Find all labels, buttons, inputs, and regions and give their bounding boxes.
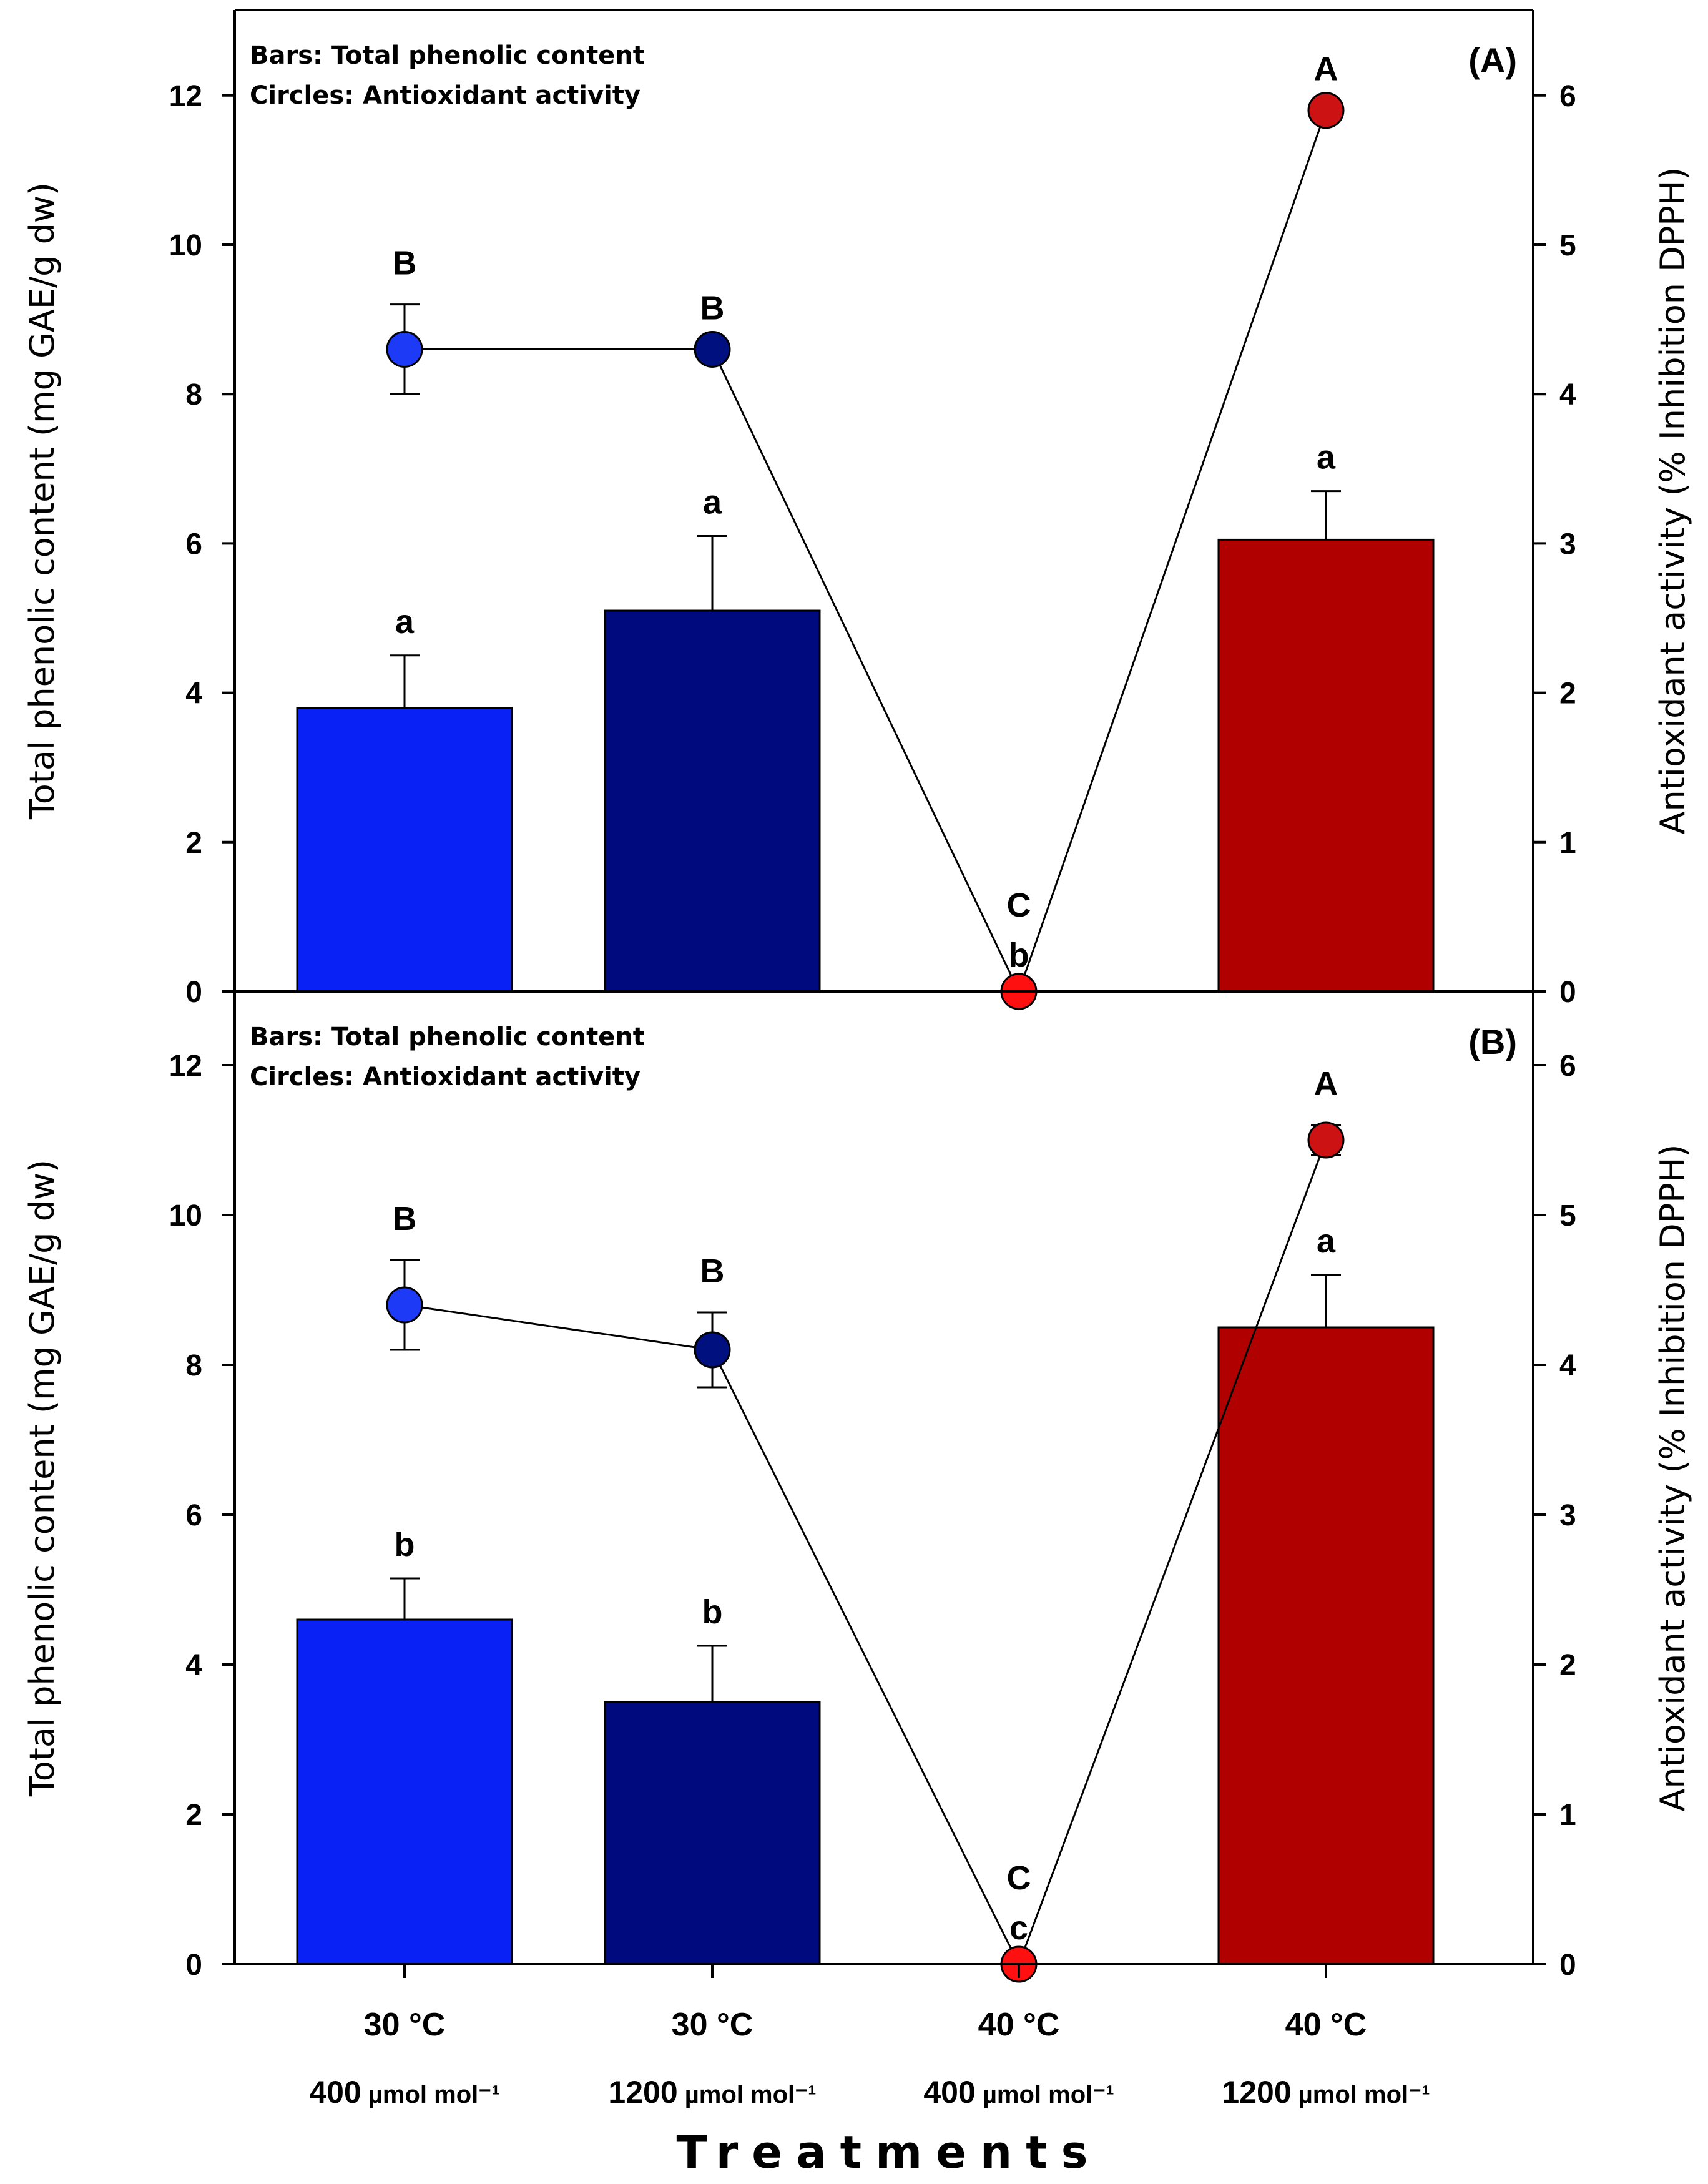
x-tick-co2-1: 1200 µmol mol⁻¹	[608, 2075, 816, 2110]
x-tick-co2-value-2: 400	[923, 2075, 975, 2110]
bar-letter-1: a	[703, 483, 722, 521]
note-bars: Bars: Total phenolic content	[250, 41, 645, 70]
antioxidant-point-3	[1307, 92, 1345, 129]
right-tick-label-5: 5	[1559, 1199, 1576, 1232]
left-tick-label-2: 4	[185, 1649, 202, 1682]
x-tick-co2-value-1: 1200	[608, 2075, 677, 2110]
antioxidant-point-3	[1307, 1121, 1345, 1159]
x-tick-temp-3: 40 °C	[1285, 2007, 1367, 2043]
right-tick-label-3: 3	[1559, 528, 1576, 561]
right-tick-label-0: 0	[1559, 976, 1576, 1009]
bar-letter-2: c	[1009, 1909, 1028, 1947]
right-tick-label-4: 4	[1559, 378, 1576, 411]
circle-letter-1: B	[700, 1252, 725, 1290]
right-tick-label-5: 5	[1559, 229, 1576, 262]
bar-letter-3: a	[1317, 1222, 1336, 1260]
right-tick-label-6: 6	[1559, 80, 1576, 113]
x-tick-co2-value-0: 400	[309, 2075, 361, 2110]
antioxidant-point-0	[386, 330, 423, 368]
y-axis-title-left: Total phenolic content (mg GAE/g dw)	[22, 1159, 62, 1797]
right-tick-label-1: 1	[1559, 827, 1576, 860]
x-tick-co2-2: 400 µmol mol⁻¹	[923, 2075, 1114, 2110]
x-tick-co2-0: 400 µmol mol⁻¹	[309, 2075, 499, 2110]
circle-letter-0: B	[393, 1200, 417, 1237]
panel-label: (A)	[1468, 41, 1517, 80]
x-tick-co2-3: 1200 µmol mol⁻¹	[1222, 2075, 1430, 2110]
panel-label: (B)	[1468, 1022, 1517, 1061]
x-tick-co2-unit-1: µmol mol⁻¹	[678, 2081, 817, 2108]
x-axis-title: Treatments	[677, 2126, 1102, 2178]
x-tick-temp-1: 30 °C	[672, 2007, 753, 2043]
left-tick-label-0: 0	[185, 1949, 202, 1982]
antioxidant-point-1	[694, 1331, 731, 1369]
bar-3	[1217, 1326, 1435, 1965]
right-tick-label-4: 4	[1559, 1349, 1576, 1382]
note-circles: Circles: Antioxidant activity	[250, 1063, 640, 1091]
circle-letter-3: A	[1314, 1065, 1338, 1103]
bar-letter-0: b	[395, 1526, 415, 1563]
bar-1	[604, 609, 821, 993]
y-axis-title-right: Antioxidant activity (% Inhibition DPPH)	[1653, 167, 1692, 834]
left-tick-label-1: 2	[185, 1799, 202, 1832]
left-tick-label-4: 8	[185, 378, 202, 411]
left-tick-label-1: 2	[185, 827, 202, 860]
right-tick-label-6: 6	[1559, 1050, 1576, 1083]
bar-0	[296, 707, 513, 993]
left-tick-label-5: 10	[169, 229, 202, 262]
x-tick-co2-unit-2: µmol mol⁻¹	[976, 2081, 1114, 2108]
bar-letter-1: b	[702, 1593, 723, 1631]
x-tick-co2-unit-3: µmol mol⁻¹	[1292, 2081, 1430, 2108]
x-tick-temp-0: 30 °C	[364, 2007, 446, 2043]
antioxidant-point-0	[386, 1286, 423, 1324]
right-tick-label-1: 1	[1559, 1799, 1576, 1832]
bar-3	[1217, 538, 1435, 993]
y-axis-title-left: Total phenolic content (mg GAE/g dw)	[22, 182, 62, 820]
x-tick-co2-unit-0: µmol mol⁻¹	[361, 2081, 500, 2108]
antioxidant-line	[404, 1139, 1327, 1967]
bar-0	[296, 1618, 513, 1965]
bar-1	[604, 1701, 821, 1965]
x-tick-co2-value-3: 1200	[1222, 2075, 1291, 2110]
left-tick-label-3: 6	[185, 528, 202, 561]
x-tick-temp-2: 40 °C	[978, 2007, 1060, 2043]
left-tick-label-0: 0	[185, 976, 202, 1009]
left-tick-label-2: 4	[185, 677, 202, 711]
right-tick-label-2: 2	[1559, 677, 1576, 711]
left-tick-label-3: 6	[185, 1499, 202, 1532]
right-tick-label-3: 3	[1559, 1499, 1576, 1532]
antioxidant-point-1	[694, 330, 731, 368]
circle-letter-2: C	[1007, 1859, 1031, 1897]
left-tick-label-6: 12	[169, 80, 202, 113]
left-tick-label-4: 8	[185, 1349, 202, 1382]
antioxidant-line	[405, 110, 1327, 994]
circle-letter-1: B	[700, 289, 725, 327]
left-tick-label-6: 12	[169, 1050, 202, 1083]
right-tick-label-2: 2	[1559, 1649, 1576, 1682]
y-axis-title-right: Antioxidant activity (% Inhibition DPPH)	[1653, 1144, 1692, 1811]
note-circles: Circles: Antioxidant activity	[250, 81, 640, 110]
note-bars: Bars: Total phenolic content	[250, 1023, 645, 1051]
circle-letter-2: C	[1007, 887, 1031, 924]
right-tick-label-0: 0	[1559, 1949, 1576, 1982]
bar-letter-2: b	[1009, 937, 1029, 974]
circle-letter-3: A	[1314, 51, 1338, 88]
circle-letter-0: B	[393, 245, 417, 282]
bar-letter-0: a	[395, 603, 415, 641]
bar-letter-3: a	[1317, 439, 1336, 476]
left-tick-label-5: 10	[169, 1199, 202, 1232]
